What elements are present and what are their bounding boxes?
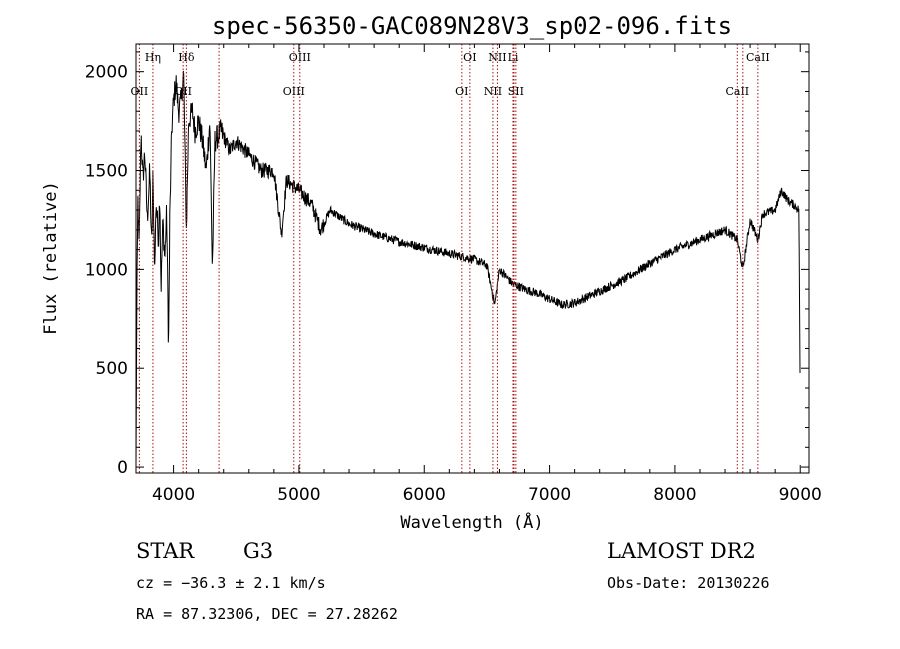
x-tick-label: 8000 <box>653 485 696 505</box>
line-marker-label: OI <box>455 85 468 98</box>
y-tick-label: 0 <box>117 458 128 478</box>
y-tick-label: 1000 <box>85 260 128 280</box>
x-axis-label: Wavelength (Å) <box>400 511 543 533</box>
object-subclass: G3 <box>243 539 273 563</box>
x-tick-label: 6000 <box>403 485 446 505</box>
x-tick-label: 9000 <box>779 485 822 505</box>
line-marker-label: NII <box>484 85 502 98</box>
redshift-readout: cz = −36.3 ± 2.1 km/s <box>136 574 326 592</box>
coordinates-readout: RA = 87.32306, DEC = 27.28262 <box>136 605 398 623</box>
x-tick-label: 7000 <box>528 485 571 505</box>
plot-frame <box>135 43 810 474</box>
line-marker-label: Hη <box>145 51 161 64</box>
x-tick-label: 4000 <box>152 485 195 505</box>
y-tick-label: 2000 <box>85 63 128 83</box>
line-marker-label: OIII <box>289 51 311 64</box>
line-marker-label: OIII <box>283 85 305 98</box>
y-axis-label: Flux (relative) <box>41 181 61 335</box>
line-marker-label: NII <box>488 51 506 64</box>
line-marker-label: OI <box>463 51 476 64</box>
object-class: STAR <box>136 539 195 563</box>
line-marker-label: SII <box>508 85 524 98</box>
line-marker-label: CaII <box>725 85 749 98</box>
line-marker-label: Li <box>508 51 519 64</box>
line-marker-label: CaII <box>746 51 770 64</box>
line-marker-label: OII <box>174 85 192 98</box>
survey-label: LAMOST DR2 <box>607 539 756 563</box>
x-tick-label: 5000 <box>277 485 320 505</box>
chart-title: spec-56350-GAC089N28V3_sp02-096.fits <box>212 12 732 40</box>
y-tick-label: 500 <box>96 359 128 379</box>
line-marker-label: Hδ <box>178 51 195 64</box>
spectrum-line <box>135 70 801 464</box>
y-tick-label: 1500 <box>85 162 128 182</box>
obs-date: Obs-Date: 20130226 <box>607 574 770 592</box>
